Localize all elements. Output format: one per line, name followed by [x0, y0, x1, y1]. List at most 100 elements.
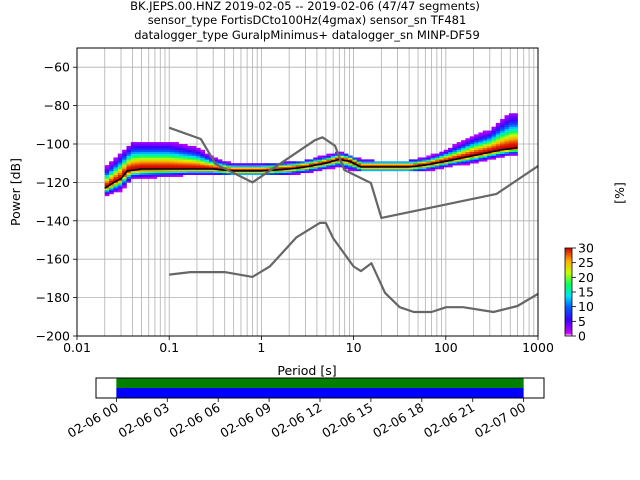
psd-cell	[165, 159, 171, 162]
psd-cell	[482, 144, 488, 147]
psd-cell	[495, 153, 501, 156]
psd-cell	[174, 153, 179, 156]
psd-cell	[148, 153, 153, 156]
psd-cell	[317, 159, 323, 162]
psd-cell	[434, 155, 440, 158]
psd-cell	[252, 163, 258, 166]
psd-cell	[291, 170, 297, 174]
psd-cell	[226, 165, 232, 168]
psd-cell	[343, 165, 349, 168]
psd-cell	[304, 168, 310, 172]
psd-cell	[248, 167, 253, 170]
colorbar-gradient	[564, 247, 573, 337]
psd-cell	[500, 122, 505, 126]
psd-cell	[282, 163, 288, 166]
psd-cell	[500, 134, 505, 137]
psd-cell	[495, 130, 501, 133]
psd-cell	[243, 172, 249, 176]
psd-cell	[187, 153, 192, 156]
psd-cell	[156, 145, 162, 149]
psd-cell	[491, 128, 497, 131]
timeline-tick-label: 02-06 21	[421, 400, 477, 441]
psd-cell	[265, 172, 271, 176]
psd-cell	[213, 172, 219, 176]
psd-cell	[165, 157, 171, 160]
psd-cell	[504, 153, 510, 156]
psd-cell	[504, 136, 510, 139]
psd-cell	[135, 142, 140, 145]
psd-cell	[500, 120, 505, 124]
psd-cell	[204, 153, 210, 156]
psd-cell	[326, 167, 332, 170]
psd-cell	[430, 161, 436, 164]
psd-cell	[391, 163, 397, 166]
psd-cell	[474, 142, 479, 145]
psd-cell	[456, 155, 462, 158]
psd-cell	[395, 163, 401, 166]
psd-cell	[143, 163, 149, 166]
psd-cell	[209, 159, 214, 162]
psd-cell	[322, 161, 327, 164]
psd-mode-line-path	[104, 147, 518, 189]
psd-cell	[478, 142, 484, 145]
psd-cell	[365, 168, 371, 172]
psd-cell	[126, 161, 132, 164]
psd-cell	[313, 161, 318, 164]
psd-cell	[182, 157, 188, 160]
psd-cell	[135, 163, 140, 166]
psd-cell	[308, 159, 314, 162]
psd-cell	[126, 159, 132, 162]
psd-cell	[156, 142, 162, 145]
psd-cell	[161, 167, 166, 170]
psd-cell	[209, 165, 214, 168]
psd-cell	[408, 161, 414, 164]
psd-cell	[117, 163, 123, 166]
psd-cell	[135, 167, 140, 170]
psd-cell	[504, 128, 510, 131]
colorbar-tick-label: 5	[578, 314, 586, 329]
psd-cell	[500, 124, 505, 128]
psd-cell	[187, 145, 192, 149]
psd-cell	[130, 167, 136, 170]
psd-cell	[295, 163, 301, 166]
psd-cell	[169, 149, 175, 152]
psd-cell	[191, 159, 197, 162]
psd-cell	[165, 165, 171, 168]
psd-cell	[122, 184, 127, 187]
psd-cell	[104, 172, 110, 176]
psd-cell	[478, 155, 484, 158]
psd-cell	[122, 186, 127, 189]
psd-cell	[156, 163, 162, 166]
psd-cell	[174, 145, 179, 149]
psd-cell	[148, 142, 153, 145]
psd-cell	[135, 149, 140, 152]
psd-cell	[165, 168, 171, 172]
psd-cell	[491, 155, 497, 158]
colorbar-tick-label: 0	[578, 329, 586, 344]
psd-cell	[169, 163, 175, 166]
psd-cell	[456, 159, 462, 162]
psd-cell	[443, 153, 449, 156]
psd-cell	[152, 172, 158, 176]
psd-cell	[348, 157, 353, 160]
psd-cell	[339, 153, 345, 156]
timeline-tick-label: 02-07 00	[472, 400, 528, 441]
psd-cell	[513, 147, 518, 151]
psd-cell	[191, 157, 197, 160]
psd-cell	[387, 168, 392, 172]
psd-cell	[152, 155, 158, 158]
psd-cell	[265, 165, 271, 168]
psd-cell	[356, 161, 362, 164]
psd-cell	[504, 124, 510, 128]
psd-cell	[178, 168, 184, 172]
psd-cell	[161, 144, 166, 147]
timeline-tick-label: 02-06 06	[167, 400, 223, 441]
psd-cell	[413, 168, 418, 172]
psd-cell	[130, 147, 136, 151]
psd-cell	[478, 138, 484, 141]
psd-cell	[122, 170, 127, 174]
psd-cell	[191, 149, 197, 152]
psd-cell	[182, 161, 188, 164]
psd-cell	[182, 167, 188, 170]
psd-cell	[148, 145, 153, 149]
